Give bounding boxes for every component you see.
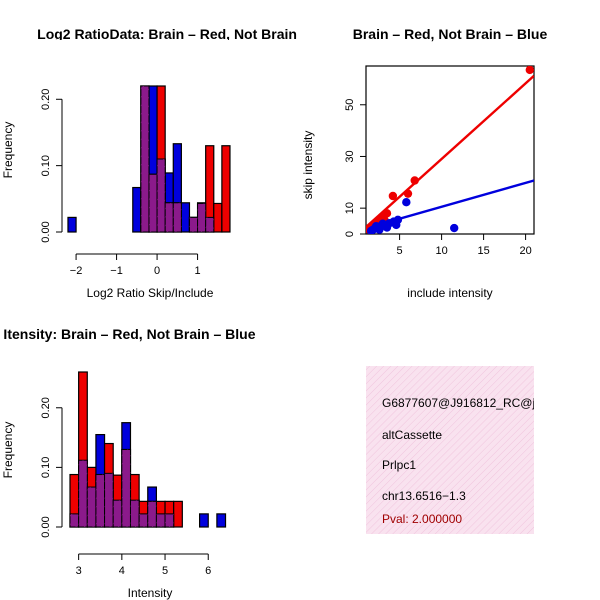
scatter-point-brain bbox=[388, 191, 398, 201]
scatter-point-brain bbox=[410, 176, 419, 185]
hist-bar-overlap-hatch bbox=[139, 513, 148, 527]
hist-bar-not-brain bbox=[67, 216, 77, 233]
x-tick-label: 5 bbox=[162, 565, 168, 577]
chart2-plot: 5 10 15 20 0 10 30 50 bbox=[344, 65, 535, 257]
hist-bar-overlap-hatch bbox=[156, 513, 166, 527]
plot-area bbox=[366, 66, 534, 234]
hist-bar-not-brain bbox=[132, 186, 142, 233]
chart3-ylabel: Frequency bbox=[1, 422, 15, 479]
y-tick-label: 0 bbox=[344, 231, 356, 237]
hist-bar-overlap-hatch bbox=[165, 513, 174, 527]
y-tick-label: 50 bbox=[344, 99, 356, 111]
hist-bar-overlap-hatch bbox=[197, 203, 206, 232]
gene-name-text: Prlpc1 bbox=[382, 458, 416, 472]
hist-bar-not-brain bbox=[216, 513, 227, 528]
scatter-point-brain bbox=[403, 189, 413, 198]
scatter-point-brain bbox=[525, 66, 534, 75]
x-tick-label: 20 bbox=[519, 245, 531, 257]
panel-intensity: Gene Itensity: Brain – Red, Not Brain – … bbox=[0, 326, 256, 600]
chart1-plot: −2 −1 0 1 0.00 0.10 0.20 bbox=[40, 85, 231, 277]
hist-bar-overlap-hatch bbox=[157, 159, 166, 232]
chart3-plot: 3 4 5 6 0.00 0.10 0.20 bbox=[40, 371, 227, 577]
chart3-title: Gene Itensity: Brain – Red, Not Brain – … bbox=[0, 326, 256, 342]
y-tick-label: 0.20 bbox=[40, 397, 52, 418]
hist-bar-brain bbox=[221, 145, 231, 233]
y-tick-label: 0.10 bbox=[40, 155, 52, 176]
scatter-point-not-brain bbox=[375, 225, 384, 234]
hist-bar-not-brain bbox=[199, 513, 209, 528]
x-tick-label: 6 bbox=[205, 565, 211, 577]
plot-frame bbox=[365, 65, 535, 235]
x-tick-label: −2 bbox=[70, 265, 83, 277]
y-tick-label: 30 bbox=[344, 150, 356, 162]
x-tick-label: 5 bbox=[397, 245, 403, 257]
hist-bar-overlap-hatch bbox=[78, 460, 88, 527]
y-tick-label: 0.00 bbox=[40, 516, 52, 537]
x-tick-label: 1 bbox=[195, 265, 201, 277]
chart2-xlabel: include intensity bbox=[407, 286, 492, 300]
x-tick-label: −1 bbox=[110, 265, 123, 277]
chart2-title: Brain – Red, Not Brain – Blue bbox=[353, 26, 548, 42]
y-tick-label: 10 bbox=[344, 202, 356, 214]
hist-bar-overlap-hatch bbox=[148, 174, 158, 232]
x-tick-label: 3 bbox=[76, 565, 82, 577]
hist-bar-overlap-hatch bbox=[104, 473, 114, 527]
x-tick-label: 0 bbox=[154, 265, 160, 277]
hist-bar-overlap-hatch bbox=[205, 217, 214, 232]
hist-bar-overlap-hatch bbox=[113, 500, 122, 527]
hist-bar-overlap-hatch bbox=[173, 202, 182, 232]
chart2-ylabel: skip intensity bbox=[301, 131, 315, 200]
panel-log2-ratio: Log2 RatioData: Brain – Red, Not Brain –… bbox=[1, 26, 343, 300]
hist-bar-overlap-hatch bbox=[87, 487, 96, 527]
hist-bar-overlap-hatch bbox=[140, 86, 149, 232]
scatter-point-not-brain bbox=[450, 223, 459, 233]
chart1-ylabel: Frequency bbox=[1, 122, 15, 179]
hist-bar-not-brain bbox=[180, 202, 191, 233]
probe-id-text: G6877607@J916812_RC@j_at bbox=[382, 396, 552, 410]
hist-bar-overlap-hatch bbox=[121, 449, 131, 527]
hist-bar-overlap-hatch bbox=[147, 501, 157, 527]
hist-bar-overlap-hatch bbox=[70, 513, 79, 527]
chart3-xlabel: Intensity bbox=[128, 586, 173, 600]
scatter-point-not-brain bbox=[392, 220, 401, 230]
panel-scatter: Brain – Red, Not Brain – Blue 5 10 15 20 0 10… bbox=[301, 26, 547, 300]
y-tick-label: 0.00 bbox=[40, 221, 52, 242]
scatter-point-not-brain bbox=[382, 223, 392, 232]
hist-bar-overlap-hatch bbox=[95, 474, 105, 527]
hist-bar-overlap-hatch bbox=[189, 217, 198, 232]
info-panel: G6877607@J916812_RC@j_at altCassette Prl… bbox=[366, 366, 552, 534]
pval-text: Pval: 2.000000 bbox=[382, 512, 462, 526]
x-tick-label: 4 bbox=[119, 565, 125, 577]
event-type-text: altCassette bbox=[382, 428, 442, 442]
x-tick-label: 15 bbox=[477, 245, 489, 257]
y-tick-label: 0.10 bbox=[40, 457, 52, 478]
y-tick-label: 0.20 bbox=[40, 89, 52, 110]
locus-text: chr13.6516−1.3 bbox=[382, 489, 466, 503]
info-panel-hatch bbox=[366, 366, 534, 534]
scatter-point-not-brain bbox=[402, 198, 411, 207]
chart1-title: Log2 RatioData: Brain – Red, Not Brain –… bbox=[37, 26, 343, 42]
x-tick-label: 10 bbox=[435, 245, 447, 257]
hist-bar-brain bbox=[173, 500, 183, 528]
hist-bar-overlap-hatch bbox=[130, 500, 140, 527]
hist-bar-brain bbox=[213, 202, 223, 233]
chart1-xlabel: Log2 Ratio Skip/Include bbox=[87, 286, 214, 300]
hist-bar-overlap-hatch bbox=[165, 202, 174, 232]
fit-line-brain bbox=[366, 74, 534, 228]
